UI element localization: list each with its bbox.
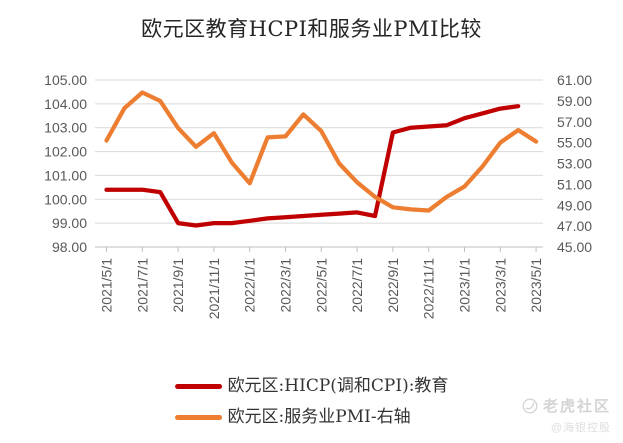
hicp-legend-label: 欧元区:HICP(调和CPI):教育 — [227, 376, 449, 396]
y-axis-left-label: 100.00 — [44, 191, 87, 207]
x-axis-label: 2022/11/1 — [421, 258, 437, 319]
x-axis-label: 2022/3/1 — [278, 258, 294, 313]
series-line-pmi — [104, 90, 539, 213]
series-line-hicp — [104, 104, 521, 228]
x-axis-label: 2021/11/1 — [206, 258, 222, 319]
x-axis-label: 2022/7/1 — [349, 258, 365, 313]
watermark-brand: 老虎社区 — [542, 398, 611, 415]
y-axis-right-label: 45.00 — [557, 239, 592, 255]
x-axis-label: 2023/5/1 — [528, 258, 544, 313]
x-axis-label: 2023/1/1 — [457, 258, 473, 313]
y-axis-right-label: 59.00 — [557, 93, 592, 109]
y-axis-right-label: 61.00 — [557, 72, 592, 88]
y-axis-right-label: 49.00 — [557, 197, 592, 213]
watermark-brand-row: 老虎社区 — [522, 395, 611, 416]
x-axis-label: 2022/1/1 — [242, 258, 258, 313]
y-axis-right-label: 53.00 — [557, 156, 592, 172]
x-axis-label: 2022/9/1 — [385, 258, 401, 313]
chart-title: 欧元区教育HCPI和服务业PMI比较 — [141, 17, 482, 41]
y-axis-left-label: 98.00 — [52, 239, 87, 255]
watermark: 老虎社区 @海银控股 — [522, 395, 611, 435]
x-axis-label: 2021/7/1 — [134, 258, 150, 313]
y-axis-left-label: 102.00 — [44, 144, 87, 160]
hicp-legend-marker — [174, 383, 222, 389]
x-axis-label: 2022/5/1 — [313, 258, 329, 313]
legend-item-hicp: 欧元区:HICP(调和CPI):教育 — [174, 376, 449, 396]
y-axis-left-label: 105.00 — [44, 72, 87, 88]
y-axis-left-label: 101.00 — [44, 167, 87, 183]
tiger-logo-icon — [522, 398, 538, 413]
pmi-legend-marker — [174, 415, 222, 421]
x-axis-label: 2021/9/1 — [170, 258, 186, 313]
pmi-legend-label: 欧元区:服务业PMI-右轴 — [227, 407, 411, 428]
legend-item-pmi: 欧元区:服务业PMI-右轴 — [174, 407, 411, 428]
y-axis-right-label: 55.00 — [557, 135, 592, 151]
legend: 欧元区:HICP(调和CPI):教育 欧元区:服务业PMI-右轴 — [174, 376, 449, 428]
y-axis-left-label: 104.00 — [44, 96, 87, 112]
y-axis-left-label: 103.00 — [44, 120, 87, 136]
y-axis-right-label: 57.00 — [557, 114, 592, 130]
x-axis-label: 2023/3/1 — [492, 258, 508, 313]
y-axis-left-label: 99.00 — [52, 215, 87, 231]
x-axis-label: 2021/5/1 — [99, 258, 115, 313]
watermark-handle: @海银控股 — [550, 422, 611, 434]
y-axis-right-label: 47.00 — [557, 218, 592, 234]
y-axis-right-label: 51.00 — [557, 176, 592, 192]
